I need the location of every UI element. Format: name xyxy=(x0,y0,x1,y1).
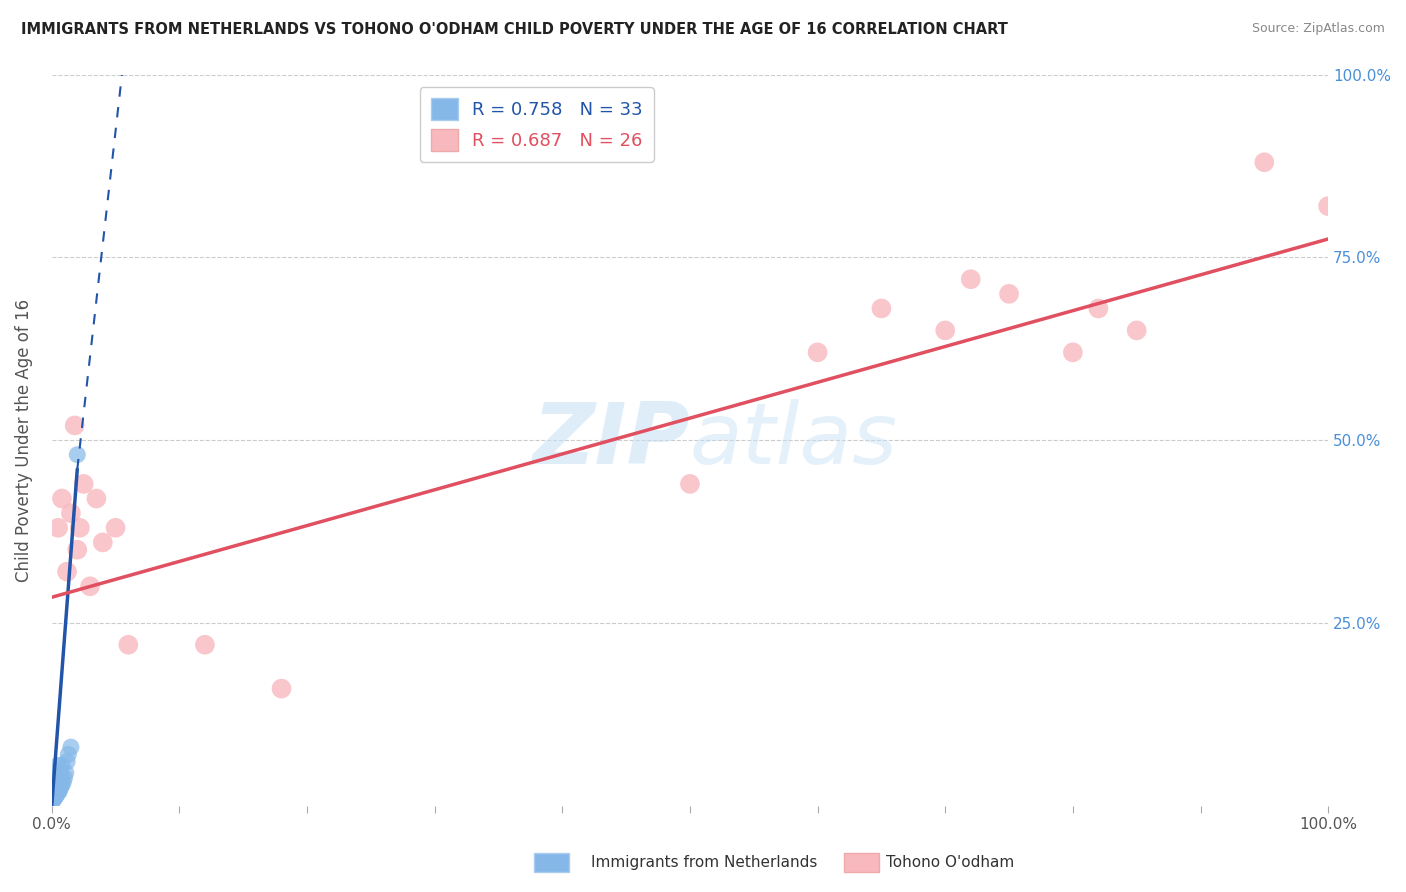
Point xyxy=(63,418,86,433)
Point xyxy=(42,788,65,802)
Text: Tohono O'odham: Tohono O'odham xyxy=(886,855,1014,870)
Point xyxy=(45,771,67,785)
Point xyxy=(86,491,108,506)
Point xyxy=(73,477,96,491)
Point xyxy=(117,638,139,652)
Point xyxy=(1062,345,1084,359)
Text: IMMIGRANTS FROM NETHERLANDS VS TOHONO O'ODHAM CHILD POVERTY UNDER THE AGE OF 16 : IMMIGRANTS FROM NETHERLANDS VS TOHONO O'… xyxy=(21,22,1008,37)
Point xyxy=(1087,301,1109,316)
Point xyxy=(1317,199,1340,213)
Point xyxy=(104,521,127,535)
Point xyxy=(66,448,89,462)
Point xyxy=(45,775,67,789)
Text: Source: ZipAtlas.com: Source: ZipAtlas.com xyxy=(1251,22,1385,36)
Point xyxy=(46,785,69,799)
Point xyxy=(51,491,73,506)
Point xyxy=(51,778,73,792)
Point xyxy=(45,784,67,798)
Point xyxy=(44,778,66,792)
Point xyxy=(998,286,1021,301)
Point xyxy=(51,758,73,772)
Point xyxy=(45,789,67,804)
Y-axis label: Child Poverty Under the Age of 16: Child Poverty Under the Age of 16 xyxy=(15,299,32,582)
Point xyxy=(45,788,67,802)
Point xyxy=(806,345,828,359)
Point xyxy=(45,764,67,778)
Point xyxy=(934,323,956,337)
Point xyxy=(53,771,76,785)
Text: Immigrants from Netherlands: Immigrants from Netherlands xyxy=(591,855,817,870)
Point xyxy=(56,565,79,579)
Point xyxy=(959,272,981,286)
Point xyxy=(42,793,65,807)
Point xyxy=(49,780,72,795)
Point xyxy=(46,521,69,535)
Point xyxy=(79,579,101,593)
Point xyxy=(194,638,217,652)
Point xyxy=(48,772,70,787)
Legend: R = 0.758   N = 33, R = 0.687   N = 26: R = 0.758 N = 33, R = 0.687 N = 26 xyxy=(420,87,654,162)
Point xyxy=(870,301,893,316)
Point xyxy=(52,775,75,789)
Point xyxy=(42,782,65,797)
Point xyxy=(1253,155,1275,169)
Point xyxy=(48,784,70,798)
Text: atlas: atlas xyxy=(690,399,898,482)
Point xyxy=(46,768,69,782)
Point xyxy=(59,740,82,755)
Point xyxy=(66,542,89,557)
Point xyxy=(44,785,66,799)
Point xyxy=(46,758,69,772)
Point xyxy=(1125,323,1147,337)
Point xyxy=(45,769,67,783)
Point xyxy=(44,772,66,787)
Point xyxy=(45,780,67,795)
Point xyxy=(270,681,292,696)
Point xyxy=(91,535,114,549)
Point xyxy=(49,768,72,782)
Point xyxy=(69,521,91,535)
Point xyxy=(41,795,63,809)
Point xyxy=(59,506,82,520)
Text: ZIP: ZIP xyxy=(533,399,690,482)
Point xyxy=(58,747,80,762)
Point xyxy=(679,477,702,491)
Point xyxy=(55,765,77,780)
Point xyxy=(46,777,69,791)
Point xyxy=(56,755,79,769)
Point xyxy=(44,791,66,805)
